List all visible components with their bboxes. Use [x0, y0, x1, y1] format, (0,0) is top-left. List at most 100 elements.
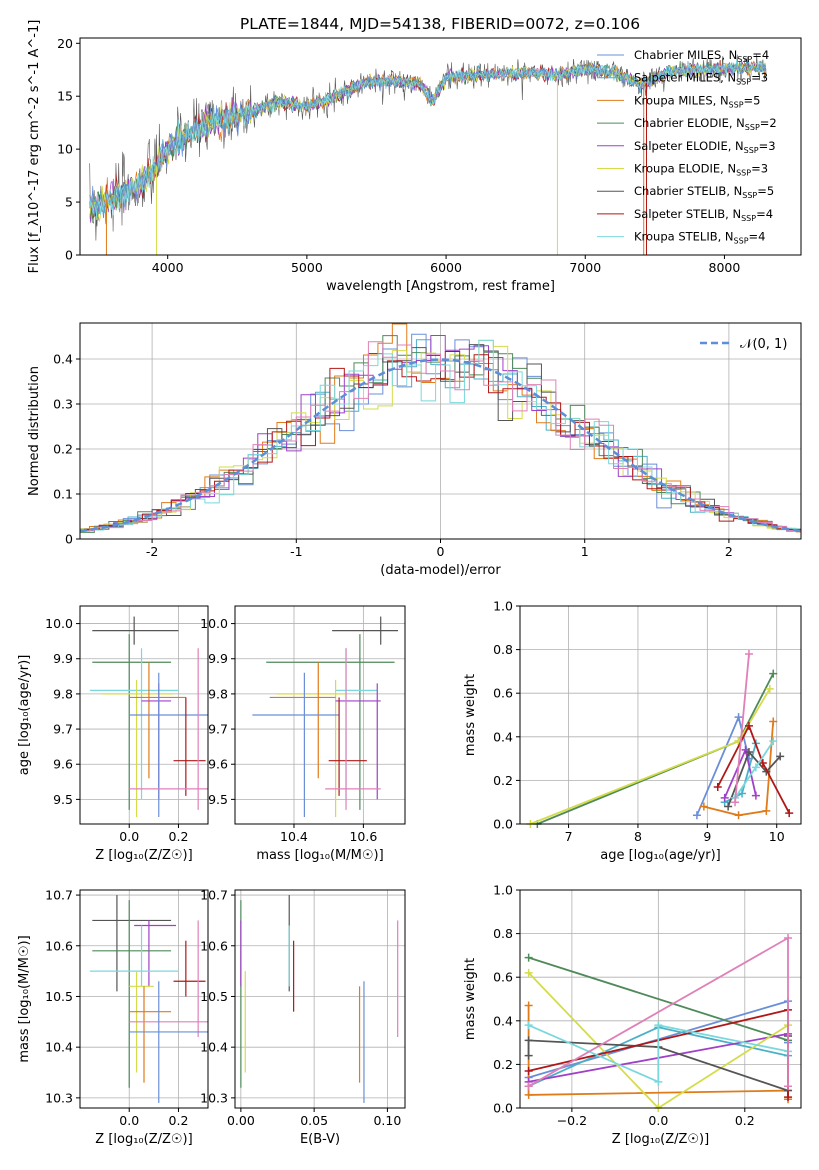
mw-z-xlabel: Z [log₁₀(Z/Z☉)]	[612, 1132, 709, 1147]
mw-age-marker	[731, 798, 740, 807]
mw-age-marker	[734, 713, 743, 722]
mw-age-ytick-label: 0.6	[493, 686, 513, 701]
spectrum-ytick-label: 15	[57, 89, 73, 104]
spectrum-legend-sub: SSP	[737, 55, 752, 64]
mw-age-marker	[744, 721, 753, 730]
spectrum-legend-label: Salpeter MILES, NSSP=3	[634, 71, 768, 87]
mw-z-marker	[524, 1090, 533, 1099]
mass-z-xlabel: Z [log₁₀(Z/Z☉)]	[95, 1132, 192, 1147]
mw-z-marker	[784, 933, 793, 942]
spectrum-legend-value: =3	[751, 162, 768, 176]
age-mass-ytick-label: 10.0	[200, 616, 228, 631]
mw-age-marker	[751, 763, 760, 772]
mw-z-marker	[524, 1036, 533, 1045]
mw-age-marker	[713, 782, 722, 791]
mass-ebv-ytick-label: 10.7	[200, 888, 228, 903]
age-z-xlabel: Z [log₁₀(Z/Z☉)]	[95, 848, 192, 863]
mw-age-marker	[785, 809, 794, 818]
histogram-ytick-label: 0	[65, 532, 73, 547]
mw-age-marker	[744, 649, 753, 658]
mw-age-marker	[720, 793, 729, 802]
mw-age-marker	[744, 748, 753, 757]
mw-age-marker	[762, 806, 771, 815]
age-mass-ytick-label: 9.6	[208, 757, 228, 772]
mw-age-marker	[765, 684, 774, 693]
spectrum-frame	[79, 37, 802, 256]
histogram-step-pink	[80, 341, 801, 533]
mw-age-ylabel: mass weight	[463, 674, 478, 756]
mw-z-xtick-label: 0.2	[735, 1113, 755, 1128]
mw-z-series-chabrier-elodie	[528, 956, 789, 1042]
spectrum-ytick-label: 20	[57, 36, 73, 51]
mass-z-frame	[79, 889, 209, 1109]
mw-age-ytick-label: 0.8	[493, 642, 513, 657]
spectrum-legend-value: =4	[752, 48, 769, 62]
mass-ebv-ytick-label: 10.4	[200, 1040, 228, 1055]
mw-z-ytick-label: 0.2	[493, 1057, 513, 1072]
mw-z-marker	[524, 968, 533, 977]
histogram-xtick-label: 2	[725, 544, 733, 559]
mw-z-marker	[524, 953, 533, 962]
mass-z-xtick-label: 0.2	[169, 1113, 189, 1128]
age-mass-xtick-label: 10.4	[280, 829, 308, 844]
spectrum-series-kroupa-stelib	[89, 59, 767, 219]
age-mass-ytick-label: 9.9	[208, 651, 228, 666]
mw-z-marker	[524, 1066, 533, 1075]
mw-age-marker	[769, 717, 778, 726]
histogram-step-salpeter-miles	[80, 339, 801, 532]
mw-age-ytick-label: 1.0	[493, 599, 513, 614]
histogram-ytick-label: 0.3	[53, 397, 73, 412]
mass-ebv-xtick-label: 0.05	[300, 1113, 328, 1128]
mass-ebv-xlabel: E(B-V)	[300, 1132, 340, 1147]
spectrum-legend-value: =2	[760, 116, 777, 130]
age-mass-xlabel: mass [log₁₀(M/M☉)]	[256, 848, 383, 863]
spectrum-xtick-label: 4000	[152, 260, 184, 275]
mw-z-frame	[519, 889, 802, 1109]
histogram-xtick-label: -1	[290, 544, 302, 559]
spectrum-series-chabrier-stelib	[89, 54, 767, 241]
mw-age-marker	[769, 669, 778, 678]
spectrum-legend-value: =5	[744, 93, 761, 107]
spectrum-legend-value: =4	[749, 230, 766, 244]
spectrum-legend-value: =3	[751, 71, 768, 85]
age-z-ytick-label: 9.8	[53, 686, 73, 701]
normal-curve	[79, 358, 802, 533]
histogram-frame	[79, 322, 802, 540]
spectrum-legend-sub: SSP	[745, 123, 760, 132]
mw-age-marker	[692, 811, 701, 820]
spectrum-xtick-label: 5000	[291, 260, 323, 275]
age-z-ytick-label: 9.7	[53, 722, 73, 737]
spectrum-legend-sub: SSP	[742, 191, 757, 200]
mw-z-ylabel: mass weight	[463, 958, 478, 1040]
mass-z-ytick-label: 10.6	[45, 938, 73, 953]
mass-ebv-ytick-label: 10.6	[200, 938, 228, 953]
histogram-xlabel: (data-model)/error	[380, 563, 501, 578]
mw-age-ytick-label: 0.2	[493, 773, 513, 788]
mw-age-xtick-label: 8	[634, 829, 642, 844]
mw-age-marker	[724, 802, 733, 811]
histogram-ytick-label: 0.2	[53, 442, 73, 457]
spectrum-legend-label: Salpeter STELIB, NSSP=4	[634, 207, 773, 223]
histogram-legend-label: 𝒩(0, 1)	[740, 337, 787, 352]
spectrum-xtick-label: 8000	[709, 260, 741, 275]
histogram-step-salpeter-elodie	[80, 334, 801, 532]
mw-z-series-kroupa-stelib	[528, 1024, 789, 1084]
histogram-xtick-label: -2	[146, 544, 158, 559]
spectrum-legend-label: Chabrier ELODIE, NSSP=2	[634, 116, 777, 132]
mw-age-ytick-label: 0.4	[493, 729, 513, 744]
histogram-ytick-label: 0.1	[53, 487, 73, 502]
spectrum-legend-value: =4	[756, 207, 773, 221]
histogram-xtick-label: 1	[581, 544, 589, 559]
figure-title: PLATE=1844, MJD=54138, FIBERID=0072, z=0…	[240, 15, 640, 33]
mw-z-marker	[784, 1093, 793, 1102]
mw-age-marker	[776, 752, 785, 761]
mw-z-ytick-label: 0.8	[493, 926, 513, 941]
mw-age-marker	[769, 737, 778, 746]
mw-age-marker	[758, 758, 767, 767]
mw-z-ytick-label: 0.6	[493, 970, 513, 985]
age-z-ytick-label: 9.9	[53, 651, 73, 666]
spectrum-legend-sub: SSP	[744, 146, 759, 155]
spectrum-legend-sub: SSP	[736, 169, 751, 178]
mass-z-ytick-label: 10.5	[45, 989, 73, 1004]
spectrum-ylabel: Flux [f_λ10^-17 erg cm^-2 s^-1 A^-1]	[27, 20, 42, 274]
